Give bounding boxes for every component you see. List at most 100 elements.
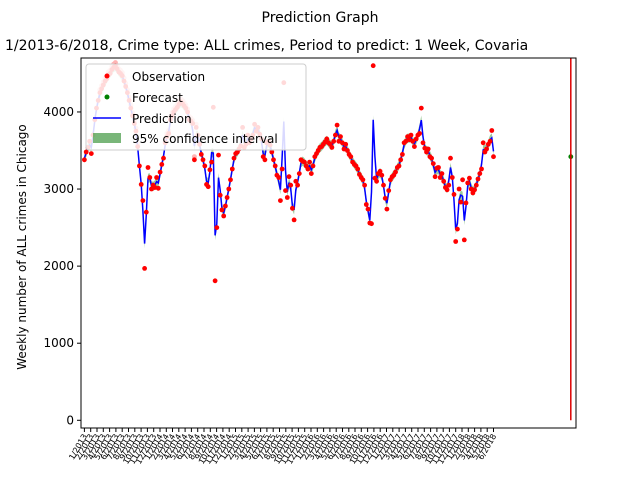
observation-point [279, 166, 285, 172]
observation-point [412, 144, 417, 150]
observation-point [140, 198, 146, 204]
observation-point [82, 157, 87, 163]
observation-point [291, 217, 297, 223]
observation-point [355, 166, 361, 172]
observation-point [393, 169, 398, 175]
observation-point [345, 148, 350, 153]
y-tick-label: 3000 [43, 182, 74, 196]
observation-point [137, 163, 142, 169]
observation-point [212, 278, 218, 284]
observation-point [382, 195, 388, 201]
observation-point [231, 155, 237, 161]
observation-point [305, 166, 311, 172]
observation-point [480, 140, 486, 146]
observation-point [216, 152, 221, 158]
observation-point [420, 140, 426, 146]
x-axis: 1/20132/20133/20134/20135/20136/20137/20… [67, 428, 498, 466]
observation-point [308, 171, 314, 177]
observation-point [475, 176, 481, 182]
observation-point [441, 178, 447, 184]
observation-point [408, 132, 414, 138]
observation-point [461, 237, 467, 243]
observation-point [448, 155, 453, 161]
observation-point [413, 136, 419, 142]
observation-point [205, 184, 211, 190]
observation-point [219, 207, 225, 213]
legend-forecast-label: Forecast [132, 91, 183, 105]
observation-point [143, 209, 149, 215]
observation-point [338, 134, 343, 140]
observation-point [262, 157, 268, 163]
observation-point [207, 167, 213, 173]
observation-point [329, 145, 335, 150]
observation-point [154, 175, 160, 180]
observation-point [418, 105, 424, 111]
y-axis-label: Weekly number of ALL crimes in Chicago [15, 124, 29, 370]
observation-point [362, 182, 367, 188]
observation-point [360, 177, 366, 183]
observation-point [209, 159, 215, 165]
observation-point [484, 146, 489, 152]
legend-confidence-label: 95% confidence interval [132, 132, 278, 146]
observation-point [202, 163, 208, 169]
observation-point [472, 187, 477, 193]
observation-point [333, 132, 338, 138]
legend-forecast-marker [104, 94, 110, 100]
observation-point [224, 195, 230, 200]
observation-point [198, 152, 204, 157]
y-tick-label: 2000 [43, 259, 74, 273]
observation-point [396, 163, 402, 169]
observation-point [451, 192, 457, 197]
observation-point [456, 186, 462, 192]
observation-point [363, 202, 369, 207]
observation-point [460, 177, 465, 183]
chart-subtitle: 1/2013-6/2018, Crime type: ALL crimes, P… [5, 38, 528, 54]
observation-point [331, 138, 337, 144]
observation-point [436, 165, 441, 170]
legend: Observation Forecast Prediction 95% conf… [85, 63, 307, 151]
observation-point [379, 172, 385, 178]
observation-point [324, 136, 330, 142]
observation-point [200, 157, 206, 163]
observation-point [417, 131, 422, 136]
observation-point [271, 157, 276, 163]
observation-point [348, 154, 354, 160]
observation-point [278, 198, 283, 204]
observation-point [491, 154, 496, 160]
observation-point [437, 175, 443, 180]
observation-point [217, 192, 223, 198]
observation-point [286, 174, 292, 180]
observation-point [446, 182, 452, 188]
observation-point [374, 178, 379, 184]
legend-observation-marker [104, 73, 110, 79]
observation-point [142, 266, 148, 271]
observation-point [458, 199, 464, 205]
observation-point [384, 206, 390, 212]
observation-point [477, 171, 483, 177]
observation-point [449, 175, 455, 180]
observation-point [145, 165, 151, 170]
observation-point [370, 63, 376, 69]
observation-point [432, 174, 438, 180]
observation-point [295, 182, 300, 188]
observation-point [159, 162, 165, 167]
observation-point [138, 182, 144, 187]
observation-point [302, 159, 307, 165]
observation-point [377, 168, 383, 174]
observation-point [487, 138, 493, 144]
observation-point [398, 157, 404, 163]
legend-observation-label: Observation [132, 70, 205, 84]
observation-point [296, 171, 302, 177]
y-axis: 0 1000 2000 3000 4000 [43, 105, 81, 427]
figure-title: Prediction Graph [262, 10, 379, 26]
observation-point [430, 161, 436, 167]
observation-point [288, 182, 294, 188]
observation-point [489, 128, 495, 133]
legend-frame [85, 63, 307, 151]
observation-point [455, 226, 460, 232]
observation-point [334, 122, 340, 128]
observation-point [157, 169, 163, 175]
observation-point [226, 186, 232, 192]
observation-point [386, 188, 392, 194]
y-tick-label: 1000 [43, 336, 74, 350]
